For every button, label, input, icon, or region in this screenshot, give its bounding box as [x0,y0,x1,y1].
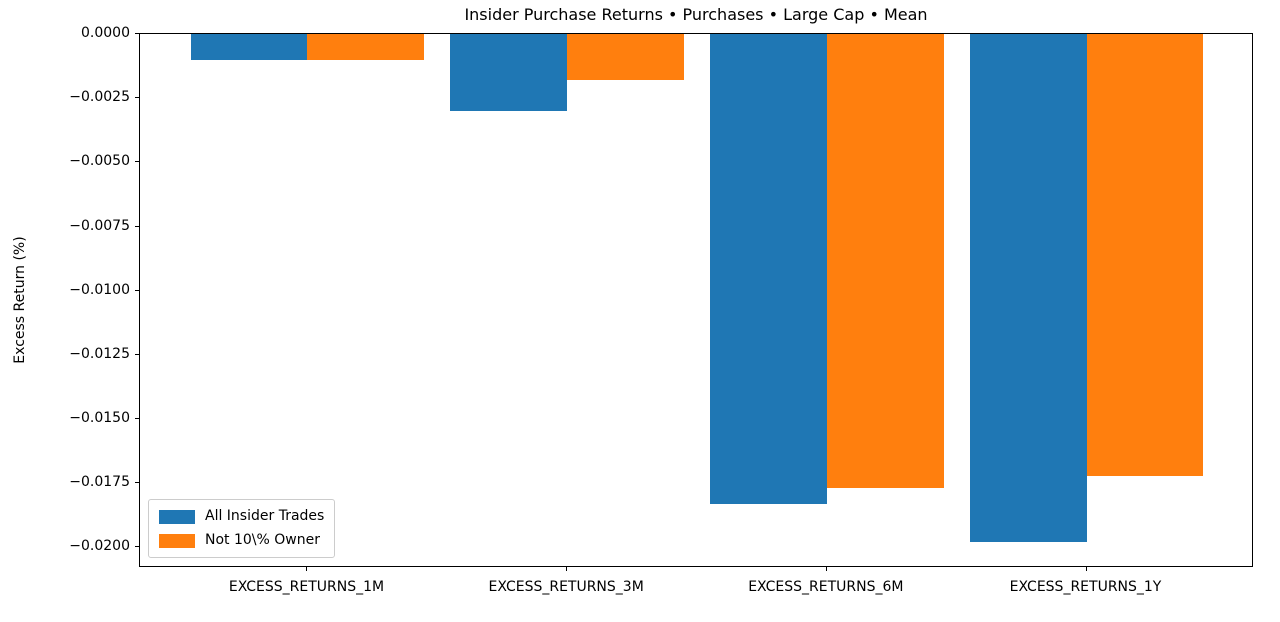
y-tick-mark [135,97,139,99]
y-tick-mark [135,418,139,420]
bar-series1-cat2 [450,34,568,112]
y-tick-label: −0.0100 [69,281,130,298]
y-tick-label: −0.0050 [69,153,130,170]
y-tick-label: −0.0075 [69,217,130,234]
y-tick-label: 0.0000 [81,25,130,41]
x-tick-mark [566,567,568,571]
x-tick-mark [825,567,827,571]
y-tick-label: −0.0150 [69,410,130,427]
legend-label: All Insider Trades [205,508,325,524]
y-tick-mark [135,225,139,227]
legend-swatch-icon [159,533,195,548]
legend-swatch-icon [159,509,195,524]
bar-series1-cat3 [709,34,827,504]
x-tick-label: EXCESS_RETURNS_6M [748,579,904,595]
x-tick-mark [1085,567,1087,571]
plot-area: All Insider Trades Not 10\% Owner [139,33,1253,567]
y-tick-label: −0.0200 [69,538,130,555]
y-tick-mark [135,353,139,355]
y-tick-mark [135,546,139,548]
bar-series2-cat3 [826,34,944,489]
y-tick-mark [135,482,139,484]
legend-row: Not 10\% Owner [159,532,324,549]
y-tick-label: −0.0125 [69,345,130,362]
bar-series2-cat2 [567,34,684,81]
y-tick-label: −0.0025 [69,89,130,106]
y-tick-mark [135,33,139,34]
bar-series2-cat4 [1086,34,1204,476]
bar-series1-cat4 [969,34,1087,543]
x-tick-mark [306,567,308,571]
x-tick-label: EXCESS_RETURNS_3M [488,579,644,595]
x-tick-label: EXCESS_RETURNS_1M [228,579,385,595]
x-tick-label: EXCESS_RETURNS_1Y [1009,579,1162,595]
chart-title: Insider Purchase Returns • Purchases • L… [464,5,928,24]
y-axis-label: Excess Return (%) [12,236,28,364]
y-tick-mark [135,289,139,291]
y-tick-label: −0.0175 [69,474,130,491]
legend-label: Not 10\% Owner [205,532,320,548]
legend-row: All Insider Trades [159,508,324,525]
bar-series2-cat1 [307,34,425,60]
legend: All Insider Trades Not 10\% Owner [148,499,336,558]
bar-series1-cat1 [190,34,308,60]
y-tick-mark [135,161,139,163]
